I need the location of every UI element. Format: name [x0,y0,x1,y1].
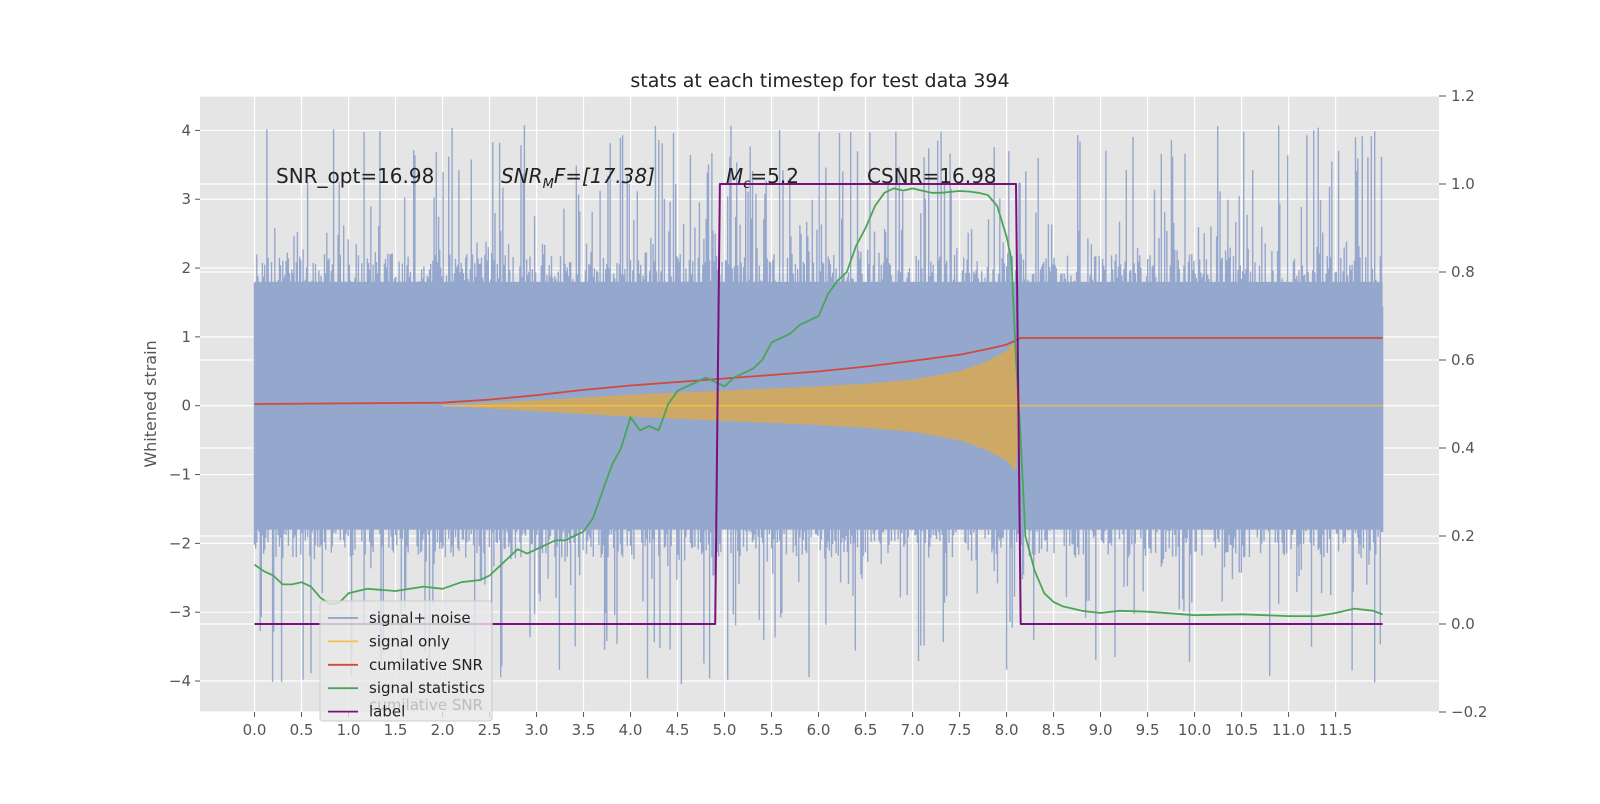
y2-tick-label: 0.4 [1451,439,1475,457]
y2-tick-label: −0.2 [1451,703,1487,721]
x-tick-label: 0.0 [243,721,267,739]
legend-label: signal only [369,632,450,650]
y2-tick-label: 0.6 [1451,351,1475,369]
y-tick-label: −1 [169,466,191,484]
x-tick-label: 7.0 [901,721,925,739]
line-series [253,183,1383,625]
legend: cumilative SNR signal+ noise signal only c… [319,600,493,722]
y2-tick-label: 1.0 [1451,175,1475,193]
legend-label: signal statistics [369,679,485,697]
signal-only-series [442,340,1383,472]
legend-label: cumilative SNR [369,656,483,674]
annotation-snr-mf: SNRMF=[17.38] [501,164,655,192]
x-tick-label: 4.5 [666,721,690,739]
annotation-mc: Mc=5.2 [726,164,799,192]
x-tick-label: 6.5 [854,721,878,739]
y-axis-label: Whitened strain [141,340,160,467]
y2-tick-label: 1.2 [1451,87,1475,105]
x-tick-label: 3.5 [572,721,596,739]
x-tick-label: 6.0 [807,721,831,739]
y-tick-label: 1 [181,328,191,346]
chart-title: stats at each timestep for test data 394 [630,70,1009,92]
x-tick-label: 9.0 [1089,721,1113,739]
legend-box [319,600,493,722]
series-label [254,183,1383,625]
x-tick-label: 5.5 [760,721,784,739]
x-tick-label: 11.0 [1272,721,1305,739]
series-cumilative-snr [254,337,1383,405]
x-tick-label: 1.5 [384,721,408,739]
x-tick-label: 2.0 [431,721,455,739]
legend-label: label [369,703,405,721]
y-tick-label: 0 [181,397,191,415]
y2-tick-label: 0.8 [1451,263,1475,281]
x-tick-label: 8.0 [995,721,1019,739]
x-tick-label: 4.0 [619,721,643,739]
legend-hidden-text: cumilative SNR [369,696,483,714]
x-tick-label: 0.5 [290,721,314,739]
annotation-snr-opt: SNR_opt=16.98 [276,164,434,188]
x-tick-label: 2.5 [478,721,502,739]
x-tick-label: 5.0 [713,721,737,739]
axes: 0.0 0.5 1.0 1.5 2.0 2.5 3.0 3.5 4.0 4.5 5.0 5.5 6.0 6… [169,87,1488,739]
y-tick-label: −2 [169,534,191,552]
y-tick-label: −4 [169,672,191,690]
y-tick-label: −3 [169,603,191,621]
series-signal-statistics [253,187,1383,617]
x-tick-label: 11.5 [1319,721,1352,739]
x-tick-label: 1.0 [337,721,361,739]
x-tick-label: 3.0 [525,721,549,739]
x-tick-label: 10.0 [1178,721,1211,739]
y2-tick-label: 0.2 [1451,527,1475,545]
annotations: SNR_opt=16.98 SNRMF=[17.38] Mc=5.2 CSNR=… [276,164,997,192]
x-tick-label: 10.5 [1225,721,1258,739]
annotation-snr-mf-rest: F=[17.38] [554,164,655,188]
y-tick-label: 3 [181,190,191,208]
y2-tick-label: 0.0 [1451,615,1475,633]
x-tick-label: 8.5 [1042,721,1066,739]
y-tick-label: 2 [181,259,191,277]
x-tick-label: 9.5 [1136,721,1160,739]
annotation-csnr: CSNR=16.98 [867,164,997,188]
x-tick-label: 7.5 [948,721,972,739]
legend-label: signal+ noise [369,609,471,627]
y-tick-label: 4 [181,121,191,139]
